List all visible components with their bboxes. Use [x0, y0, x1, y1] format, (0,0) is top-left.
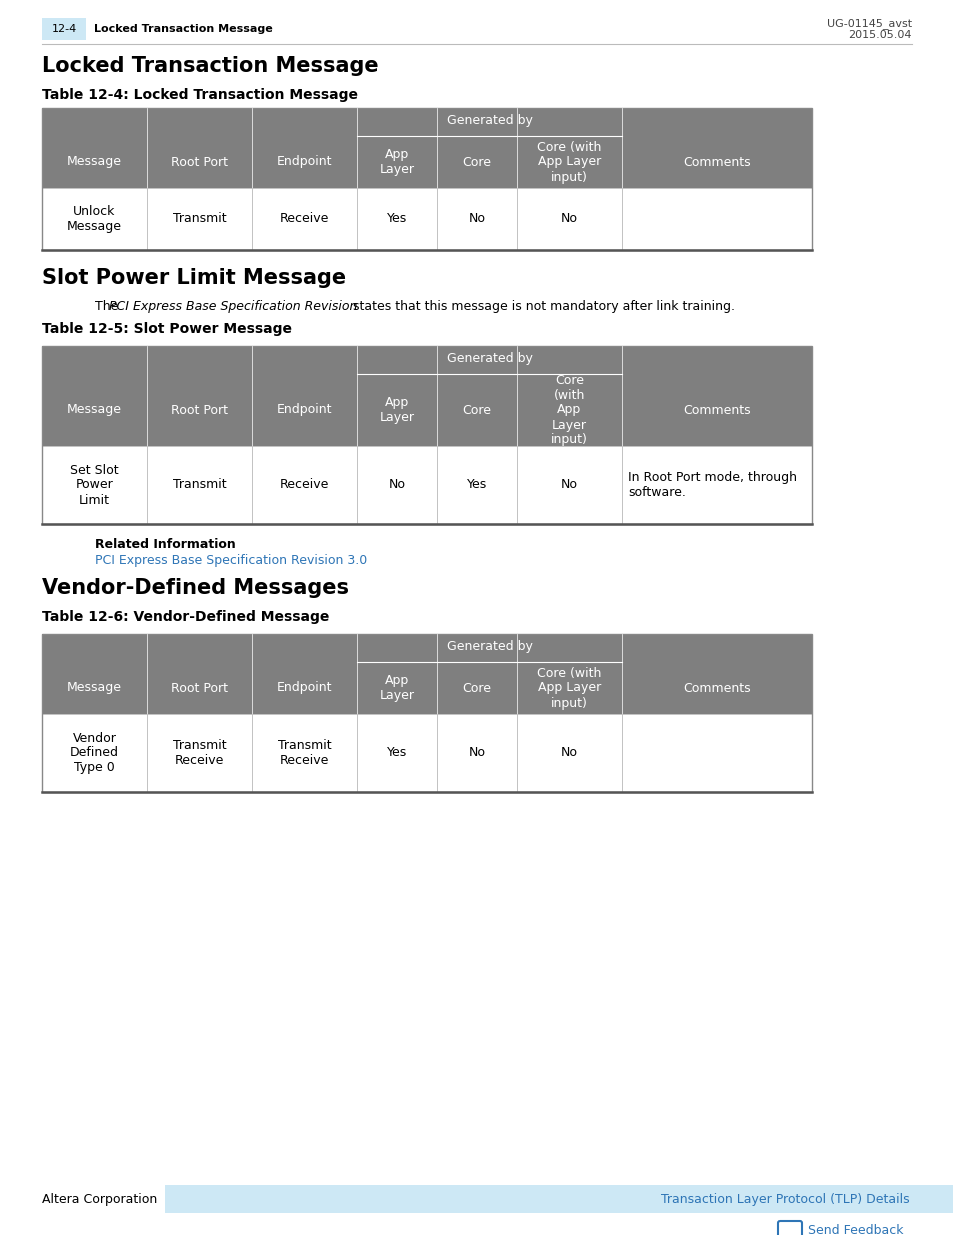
Text: Generated by: Generated by	[446, 114, 532, 127]
Text: 12-4: 12-4	[51, 23, 76, 35]
Text: Message: Message	[67, 682, 122, 694]
Text: Slot Power Limit Message: Slot Power Limit Message	[42, 268, 346, 288]
Text: Core
(with
App
Layer
input): Core (with App Layer input)	[551, 373, 587, 447]
Text: Comments: Comments	[682, 404, 750, 416]
Text: states that this message is not mandatory after link training.: states that this message is not mandator…	[349, 300, 734, 312]
Text: Transmit: Transmit	[172, 212, 226, 226]
Text: Unlock
Message: Unlock Message	[67, 205, 122, 233]
Text: Receive: Receive	[279, 212, 329, 226]
Text: Vendor-Defined Messages: Vendor-Defined Messages	[42, 578, 349, 598]
Text: App
Layer: App Layer	[379, 148, 414, 177]
Text: App
Layer: App Layer	[379, 396, 414, 424]
Bar	[42, 634, 811, 792]
Text: Table 12-6: Vendor-Defined Message: Table 12-6: Vendor-Defined Message	[42, 610, 329, 624]
Text: Core: Core	[462, 682, 491, 694]
Bar	[42, 346, 811, 446]
Text: App
Layer: App Layer	[379, 674, 414, 701]
Text: Locked Transaction Message: Locked Transaction Message	[94, 23, 273, 35]
Text: Send Feedback: Send Feedback	[807, 1224, 902, 1235]
Bar	[42, 19, 86, 40]
Text: Yes: Yes	[387, 212, 407, 226]
Text: PCI Express Base Specification Revision 3.0: PCI Express Base Specification Revision …	[95, 555, 367, 567]
Text: The: The	[95, 300, 122, 312]
Text: Root Port: Root Port	[171, 156, 228, 168]
Text: UG-01145_avst: UG-01145_avst	[826, 19, 911, 28]
Bar	[42, 446, 811, 524]
Text: Altera Corporation: Altera Corporation	[42, 1193, 157, 1205]
Text: No: No	[388, 478, 405, 492]
Text: Generated by: Generated by	[446, 640, 532, 653]
Bar	[165, 1186, 953, 1213]
Text: Transaction Layer Protocol (TLP) Details: Transaction Layer Protocol (TLP) Details	[660, 1193, 909, 1205]
Text: Table 12-4: Locked Transaction Message: Table 12-4: Locked Transaction Message	[42, 88, 357, 103]
Text: No: No	[560, 212, 578, 226]
Text: 2015.05.04: 2015.05.04	[847, 30, 911, 40]
Text: Set Slot
Power
Limit: Set Slot Power Limit	[71, 463, 119, 506]
Text: Root Port: Root Port	[171, 404, 228, 416]
Text: Transmit
Receive: Transmit Receive	[172, 739, 226, 767]
Bar	[42, 346, 811, 524]
Text: Yes: Yes	[387, 746, 407, 760]
Text: Endpoint: Endpoint	[276, 156, 332, 168]
Text: Vendor
Defined
Type 0: Vendor Defined Type 0	[70, 731, 119, 774]
Text: No: No	[468, 212, 485, 226]
Text: In Root Port mode, through
software.: In Root Port mode, through software.	[627, 471, 796, 499]
Text: Core: Core	[462, 156, 491, 168]
Text: No: No	[468, 746, 485, 760]
Text: Comments: Comments	[682, 156, 750, 168]
Bar	[42, 188, 811, 249]
Bar	[42, 634, 811, 714]
Text: Endpoint: Endpoint	[276, 404, 332, 416]
Text: Transmit
Receive: Transmit Receive	[277, 739, 331, 767]
Text: Generated by: Generated by	[446, 352, 532, 366]
Text: Locked Transaction Message: Locked Transaction Message	[42, 56, 378, 77]
Text: Message: Message	[67, 404, 122, 416]
Text: Related Information: Related Information	[95, 538, 235, 551]
Text: Comments: Comments	[682, 682, 750, 694]
Text: Core: Core	[462, 404, 491, 416]
Text: Yes: Yes	[466, 478, 487, 492]
Text: Table 12-5: Slot Power Message: Table 12-5: Slot Power Message	[42, 322, 292, 336]
Text: Core (with
App Layer
input): Core (with App Layer input)	[537, 667, 601, 709]
Text: No: No	[560, 478, 578, 492]
Text: Message: Message	[67, 156, 122, 168]
Text: No: No	[560, 746, 578, 760]
Text: PCI Express Base Specification Revision: PCI Express Base Specification Revision	[109, 300, 357, 312]
Text: Root Port: Root Port	[171, 682, 228, 694]
Text: Transmit: Transmit	[172, 478, 226, 492]
Bar	[42, 107, 811, 249]
Bar	[42, 714, 811, 792]
Text: Endpoint: Endpoint	[276, 682, 332, 694]
Bar	[42, 107, 811, 188]
Text: Core (with
App Layer
input): Core (with App Layer input)	[537, 141, 601, 184]
Text: Receive: Receive	[279, 478, 329, 492]
